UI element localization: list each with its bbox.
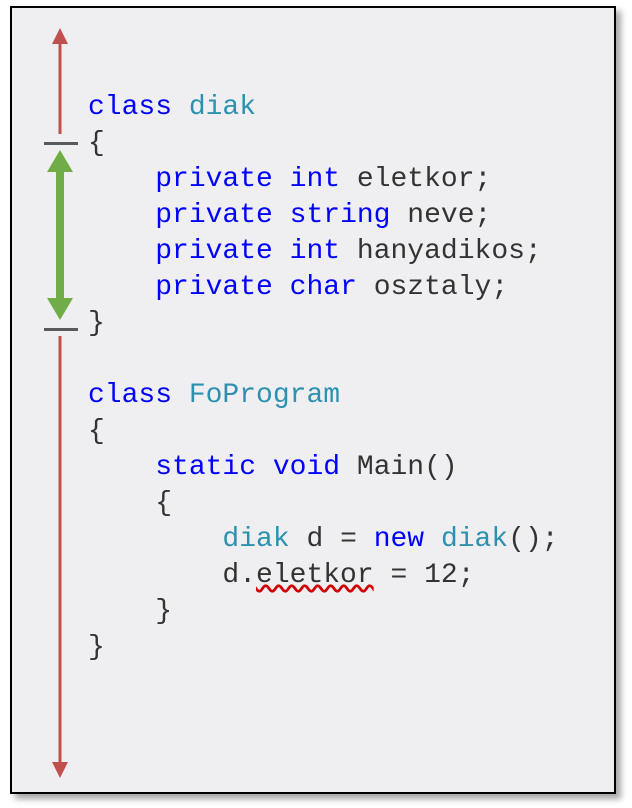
code-line: static void Main() [88, 450, 604, 486]
token-kw: private [155, 164, 273, 195]
token-kw: class [88, 380, 172, 411]
code-line: { [88, 486, 604, 522]
collapse-tick [44, 142, 78, 145]
gutter [22, 18, 82, 782]
token-punct: ; [475, 164, 492, 195]
token-punct: } [155, 596, 172, 627]
token-type: diak [222, 524, 289, 555]
code-line: } [88, 306, 604, 342]
collapse-tick [44, 328, 78, 331]
code-line [88, 666, 604, 702]
token-kw: private [155, 200, 273, 231]
token-kw: class [88, 92, 172, 123]
code-line [88, 18, 604, 54]
token-err: eletkor [256, 560, 374, 591]
token-ident: 12 [424, 560, 458, 591]
code-line [88, 342, 604, 378]
token-punct: { [88, 416, 105, 447]
code-line: private int hanyadikos; [88, 234, 604, 270]
code-line: private string neve; [88, 198, 604, 234]
code-line [88, 54, 604, 90]
token-punct: . [239, 560, 256, 591]
code-line: class FoProgram [88, 378, 604, 414]
token-ident: d [306, 524, 323, 555]
token-ident: Main [357, 452, 424, 483]
token-ident: osztaly [374, 272, 492, 303]
token-punct: { [88, 128, 105, 159]
code-line [88, 702, 604, 738]
token-kw: void [273, 452, 340, 483]
token-kw: char [290, 272, 357, 303]
token-kw: string [290, 200, 391, 231]
code-line: d.eletkor = 12; [88, 558, 604, 594]
token-ident: neve [407, 200, 474, 231]
token-ident: d [222, 560, 239, 591]
code-line: } [88, 630, 604, 666]
token-type: diak [441, 524, 508, 555]
token-kw: int [290, 164, 340, 195]
token-kw: private [155, 236, 273, 267]
token-punct: = [390, 560, 407, 591]
token-type: FoProgram [189, 380, 340, 411]
code-line: { [88, 126, 604, 162]
code-line: diak d = new diak(); [88, 522, 604, 558]
token-kw: int [290, 236, 340, 267]
code-area: class diak{ private int eletkor; private… [88, 18, 604, 782]
code-line: { [88, 414, 604, 450]
token-punct: { [155, 488, 172, 519]
code-line: } [88, 594, 604, 630]
token-ident: eletkor [357, 164, 475, 195]
token-ident: hanyadikos [357, 236, 525, 267]
editor-frame: class diak{ private int eletkor; private… [10, 6, 616, 794]
token-punct: ; [458, 560, 475, 591]
token-punct: ; [525, 236, 542, 267]
token-punct: ; [475, 200, 492, 231]
token-punct: () [424, 452, 458, 483]
token-punct: ; [491, 272, 508, 303]
token-kw: new [374, 524, 424, 555]
token-kw: private [155, 272, 273, 303]
code-line: class diak [88, 90, 604, 126]
code-line: private char osztaly; [88, 270, 604, 306]
token-punct: (); [508, 524, 558, 555]
token-type: diak [189, 92, 256, 123]
token-kw: static [155, 452, 256, 483]
code-line: private int eletkor; [88, 162, 604, 198]
token-punct: } [88, 308, 105, 339]
editor-panel: class diak{ private int eletkor; private… [22, 18, 604, 782]
token-punct: = [340, 524, 357, 555]
token-punct: } [88, 632, 105, 663]
